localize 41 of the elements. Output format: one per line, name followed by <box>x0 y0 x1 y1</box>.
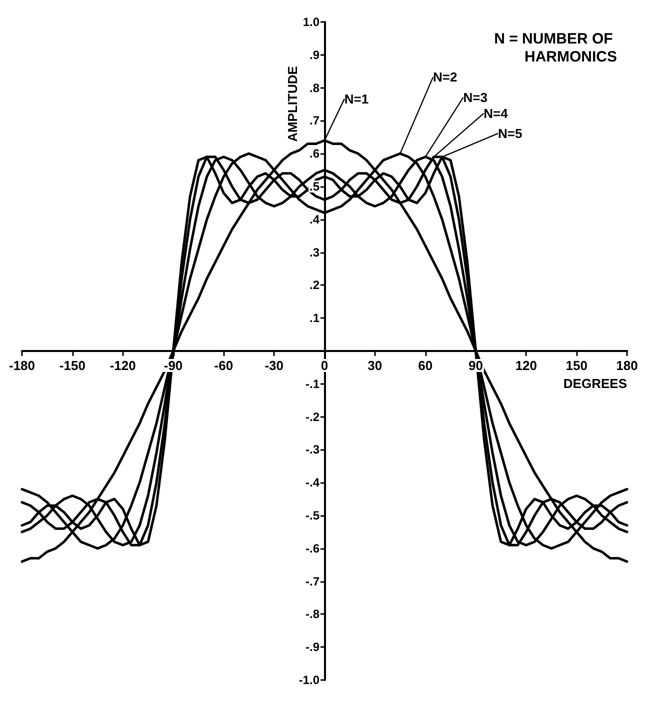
y-tick-label: .1 <box>309 311 320 326</box>
x-tick-label: -180 <box>8 358 36 373</box>
x-tick-label: -150 <box>59 358 86 373</box>
y-tick-label: -.3 <box>305 442 320 457</box>
x-tick-label: 60 <box>418 358 433 373</box>
text: N=2 <box>433 70 458 85</box>
x-axis-title: DEGREES <box>563 376 628 391</box>
y-tick-label: .8 <box>309 80 320 95</box>
text: N=3 <box>463 90 488 105</box>
x-tick-label: 180 <box>616 358 638 373</box>
x-tick-label: -60 <box>214 358 234 373</box>
x-tick-label: 150 <box>566 358 588 373</box>
y-tick-label: -.7 <box>305 574 320 588</box>
y-tick-label: .2 <box>309 278 320 292</box>
y-tick-label: .6 <box>309 146 320 161</box>
y-tick-label: -.5 <box>305 508 320 522</box>
x-tick-label: 90 <box>468 358 483 373</box>
y-tick-label: -.1 <box>305 376 320 391</box>
annotation: N = NUMBER OF HARMONICS <box>494 30 617 66</box>
text: N=5 <box>498 126 522 141</box>
y-tick-label: 1.0 <box>302 15 320 29</box>
y-tick-label: .7 <box>309 114 320 128</box>
y-tick-label: -.9 <box>305 640 320 654</box>
y-tick-label: -1.0 <box>298 673 320 687</box>
x-tick-label: 120 <box>515 358 538 373</box>
y-tick-label: -.2 <box>305 410 320 424</box>
x-tick-label: -30 <box>264 358 284 373</box>
text: N=1 <box>344 91 369 106</box>
y-tick-label: .9 <box>309 48 320 62</box>
y-tick-label: .5 <box>309 180 320 194</box>
y-axis-title: AMPLITUDE <box>285 66 300 142</box>
x-tick-label: -90 <box>164 358 183 373</box>
y-tick-label: .3 <box>309 245 320 260</box>
x-tick-label: 0 <box>320 358 328 373</box>
y-tick-label: -.6 <box>305 541 320 556</box>
x-tick-label: -120 <box>110 358 136 373</box>
y-tick-label: -.8 <box>305 607 320 622</box>
y-tick-label: .4 <box>309 212 320 226</box>
text: N=4 <box>484 106 509 121</box>
y-tick-label: -.4 <box>305 476 320 490</box>
x-tick-label: 30 <box>368 358 382 373</box>
